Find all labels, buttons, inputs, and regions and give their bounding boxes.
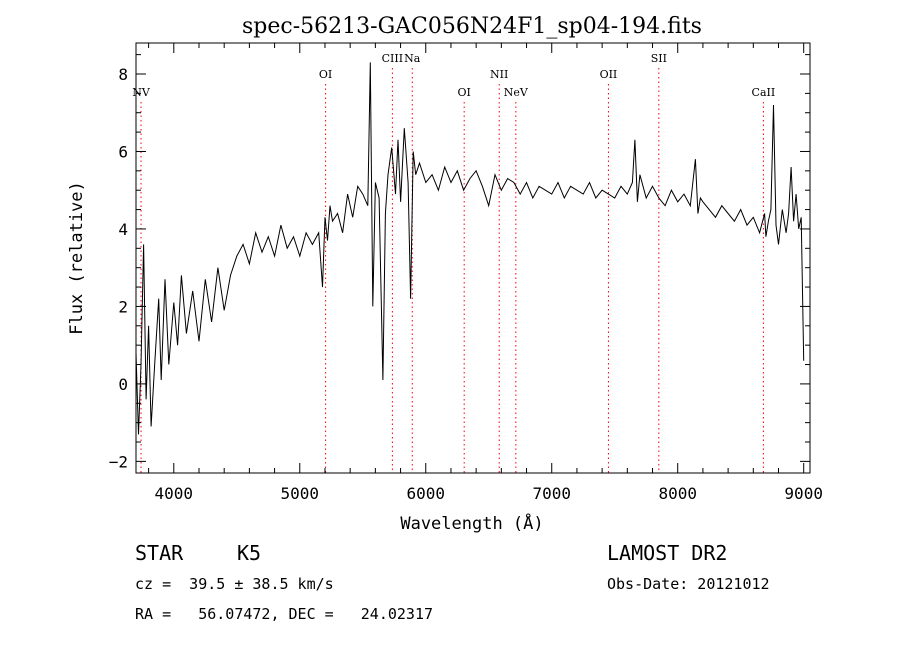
chart-title: spec-56213-GAC056N24F1_sp04-194.fits xyxy=(242,14,702,39)
object-subclass: K5 xyxy=(237,541,262,565)
emission-line-label: CIII xyxy=(382,52,403,65)
emission-line-label: SII xyxy=(651,52,667,65)
emission-line-label: NeV xyxy=(504,86,529,99)
x-tick-label: 8000 xyxy=(658,484,697,503)
emission-line-label: Na xyxy=(404,52,421,65)
redshift-label: cz = 39.5 ± 38.5 km/s xyxy=(135,575,334,593)
y-tick-label: 0 xyxy=(118,375,128,394)
emission-line-label: NII xyxy=(490,68,508,81)
y-tick-label: 2 xyxy=(118,297,128,316)
plot-frame xyxy=(135,42,811,474)
y-tick-label: 4 xyxy=(118,220,128,239)
axes: 4000 5000 6000 7000 8000 9000 −2 0 2 4 6 8 xyxy=(109,43,823,503)
y-tick-label: −2 xyxy=(109,452,128,471)
x-tick-label: 9000 xyxy=(784,484,823,503)
observation-date: Obs-Date: 20121012 xyxy=(607,575,770,593)
emission-line-label: OI xyxy=(319,68,332,81)
survey-label: LAMOST DR2 xyxy=(607,541,728,565)
x-axis-label: Wavelength (Å) xyxy=(400,512,543,534)
emission-line-label: NV xyxy=(132,86,151,99)
x-tick-label: 4000 xyxy=(155,484,194,503)
coordinates-label: RA = 56.07472, DEC = 24.02317 xyxy=(135,605,434,623)
x-tick-label: 6000 xyxy=(406,484,445,503)
spectrum-line xyxy=(135,62,805,435)
emission-line-label: CaII xyxy=(752,86,776,99)
emission-line-markers: NV OI CIII Na OI NII NeV OII SII CaII xyxy=(132,52,775,473)
object-class: STAR xyxy=(135,541,184,565)
x-tick-label: 7000 xyxy=(532,484,571,503)
y-tick-label: 6 xyxy=(118,142,128,161)
y-axis-label: Flux (relative) xyxy=(67,181,87,335)
y-tick-label: 8 xyxy=(118,65,128,84)
x-tick-label: 5000 xyxy=(281,484,320,503)
emission-line-label: OI xyxy=(457,86,470,99)
emission-line-label: OII xyxy=(600,68,618,81)
